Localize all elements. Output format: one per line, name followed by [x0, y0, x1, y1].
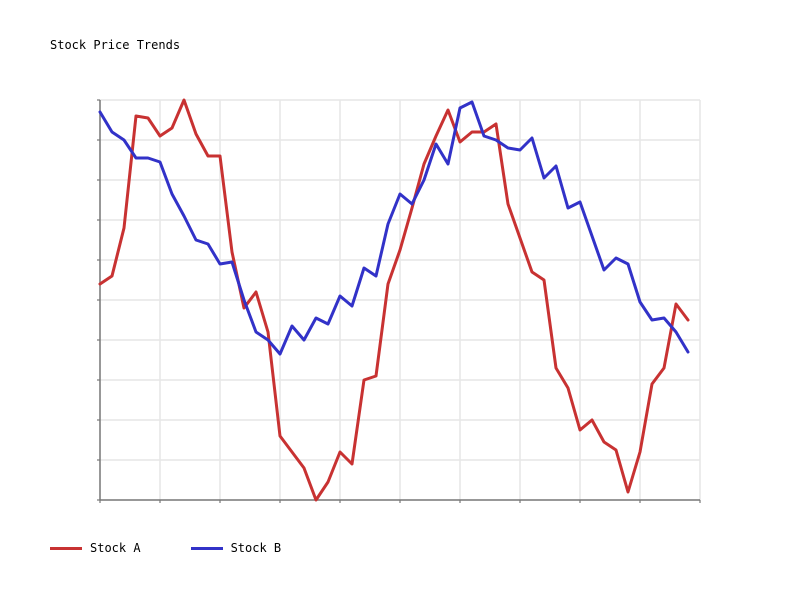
legend-label-stock-a: Stock A: [90, 541, 141, 555]
chart-grid: [100, 99, 701, 500]
chart-series: [98, 98, 690, 502]
legend-swatch-stock-b: [190, 546, 223, 550]
chart-legend: Stock A Stock B: [50, 541, 331, 555]
chart-title: Stock Price Trends: [50, 38, 181, 52]
chart-axes: [97, 99, 701, 503]
legend-item-stock-b: Stock B: [190, 541, 282, 555]
legend-swatch-stock-a: [50, 546, 82, 550]
legend-item-stock-a: Stock A: [50, 541, 141, 555]
series-line-stock-b: [98, 100, 690, 356]
series-line-stock-a: [98, 98, 690, 502]
legend-label-stock-b: Stock B: [230, 541, 282, 555]
